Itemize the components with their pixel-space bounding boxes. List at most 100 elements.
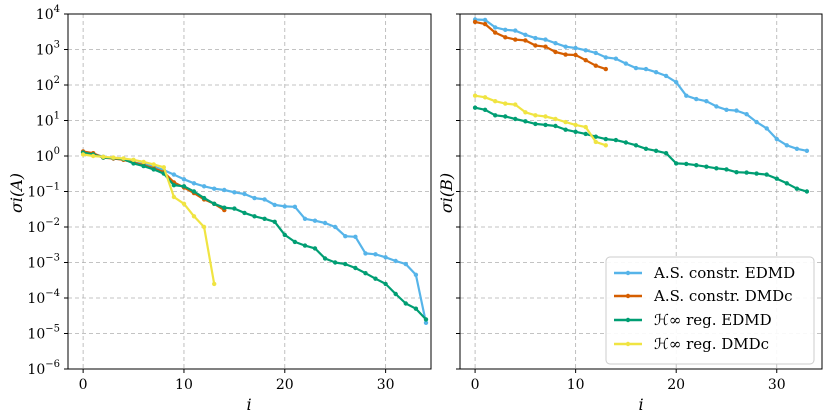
data-point [503, 35, 508, 40]
data-point [543, 37, 548, 42]
data-point [403, 261, 408, 267]
data-point [181, 184, 187, 189]
data-point [553, 41, 558, 46]
legend-marker [625, 317, 631, 323]
data-point [472, 19, 478, 25]
y-tick-label: 100 [36, 146, 60, 165]
right-panel: 0 10 20 30 [456, 13, 823, 393]
data-point [373, 276, 378, 281]
y-tick-label: 10−1 [27, 182, 60, 201]
legend-item: A.S. constr. DMDc [614, 287, 793, 305]
data-point [734, 170, 739, 175]
series-line [82, 151, 427, 321]
data-point [232, 206, 237, 211]
data-point [724, 167, 729, 172]
data-point [573, 52, 578, 58]
data-point [643, 146, 649, 151]
data-point [513, 102, 518, 107]
data-point [493, 113, 498, 118]
data-point [482, 17, 488, 23]
data-point [804, 148, 810, 153]
data-point [91, 153, 96, 159]
data-point [573, 45, 578, 51]
data-point [312, 246, 318, 251]
data-point [563, 52, 568, 57]
series-line [475, 18, 808, 152]
data-point [593, 63, 598, 68]
y-tick-label: 104 [36, 4, 60, 23]
data-point [191, 181, 197, 186]
y-tick-label: 102 [36, 75, 60, 94]
data-point [513, 37, 518, 42]
data-point [523, 110, 528, 115]
data-point [423, 317, 429, 322]
data-point [493, 25, 498, 30]
data-point [383, 255, 388, 260]
data-point [212, 201, 217, 206]
data-point [543, 44, 548, 49]
data-point [744, 170, 749, 175]
data-point [603, 66, 608, 72]
data-point [593, 139, 598, 145]
data-point [272, 219, 277, 224]
data-point [171, 172, 177, 177]
data-point [353, 234, 358, 239]
data-point [373, 252, 378, 257]
data-point [272, 202, 277, 208]
legend-marker [625, 270, 631, 276]
x-tick-label: 0 [79, 377, 88, 393]
data-point [583, 124, 588, 130]
data-point [633, 65, 639, 71]
data-point [623, 61, 629, 66]
data-point [684, 161, 689, 167]
data-point [482, 95, 488, 100]
data-point [131, 161, 136, 166]
data-point [623, 140, 629, 145]
data-point [784, 181, 789, 186]
x-tick-label: 20 [667, 377, 685, 393]
data-point [292, 204, 298, 209]
data-point [523, 32, 528, 37]
data-point [252, 195, 257, 201]
data-point [653, 148, 659, 153]
data-point [302, 243, 308, 248]
y-tick-label: 101 [36, 111, 60, 130]
data-point [653, 70, 659, 75]
data-point [523, 119, 528, 124]
data-point [513, 28, 518, 33]
data-point [171, 194, 177, 200]
data-point [393, 291, 398, 297]
data-point [633, 143, 639, 148]
data-point [563, 44, 568, 49]
data-point [141, 159, 146, 165]
left-panel: 10−6 10−5 10−4 10−3 10−2 10−1 100 101 102 103 104 0… [27, 4, 432, 393]
series--reg-dmdc [80, 152, 217, 287]
data-point [553, 116, 558, 122]
data-point [363, 251, 368, 256]
y-tick-label: 10−6 [27, 359, 60, 378]
data-point [583, 58, 588, 63]
data-point [472, 93, 478, 98]
data-point [523, 38, 528, 43]
data-point [714, 166, 719, 171]
data-point [191, 189, 197, 194]
data-point [413, 306, 419, 311]
data-point [774, 136, 779, 142]
data-point [583, 131, 588, 137]
data-point [503, 27, 508, 32]
x-tick-label: 20 [276, 377, 294, 393]
data-point [242, 191, 247, 197]
data-point [343, 234, 348, 239]
data-point [674, 80, 679, 85]
left-y-axis-title: σi(A) [7, 173, 26, 213]
data-point [413, 272, 419, 277]
data-point [343, 261, 348, 267]
data-point [694, 163, 699, 168]
data-point [161, 165, 166, 170]
data-point [80, 152, 86, 157]
data-point [482, 21, 488, 27]
data-point [704, 164, 709, 169]
legend-label: ℋ∞ reg. DMDc [654, 335, 769, 353]
legend-marker [625, 341, 631, 347]
data-point [101, 154, 106, 159]
